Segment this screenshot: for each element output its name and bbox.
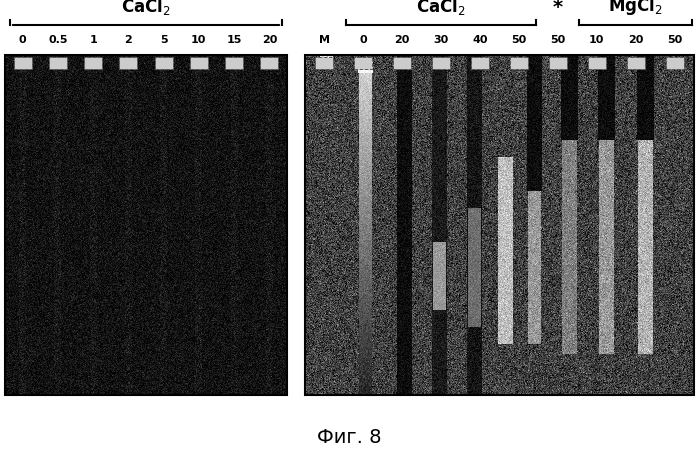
Bar xyxy=(588,57,606,69)
Bar xyxy=(13,57,31,69)
Text: 1: 1 xyxy=(89,35,97,45)
Bar xyxy=(432,57,450,69)
Bar xyxy=(510,57,528,69)
Bar xyxy=(626,57,644,69)
Bar xyxy=(549,57,567,69)
Text: 40: 40 xyxy=(473,35,488,45)
Text: 15: 15 xyxy=(226,35,242,45)
Text: 10: 10 xyxy=(589,35,605,45)
Bar xyxy=(84,57,102,69)
Text: 30: 30 xyxy=(433,35,449,45)
Text: CaCl$_2$: CaCl$_2$ xyxy=(417,0,466,17)
Bar xyxy=(154,57,173,69)
Bar xyxy=(225,57,243,69)
Text: 50: 50 xyxy=(550,35,565,45)
Bar xyxy=(120,57,138,69)
Text: 20: 20 xyxy=(628,35,643,45)
Text: 0.5: 0.5 xyxy=(48,35,68,45)
Text: 20: 20 xyxy=(394,35,410,45)
Text: 20: 20 xyxy=(261,35,277,45)
Bar xyxy=(315,57,333,69)
Bar xyxy=(394,57,411,69)
Bar xyxy=(190,57,208,69)
Text: *: * xyxy=(553,0,563,17)
Text: MgCl$_2$: MgCl$_2$ xyxy=(608,0,663,17)
Bar xyxy=(354,57,373,69)
Text: CaCl$_2$: CaCl$_2$ xyxy=(121,0,171,17)
Text: 0: 0 xyxy=(19,35,27,45)
Bar xyxy=(305,55,694,395)
Bar xyxy=(260,57,278,69)
Text: 50: 50 xyxy=(667,35,682,45)
Text: 50: 50 xyxy=(512,35,526,45)
Text: 5: 5 xyxy=(160,35,168,45)
Text: 2: 2 xyxy=(124,35,132,45)
Bar xyxy=(471,57,489,69)
Text: Фиг. 8: Фиг. 8 xyxy=(317,428,381,447)
Bar xyxy=(5,55,287,395)
Bar xyxy=(665,57,684,69)
Bar xyxy=(49,57,67,69)
Text: M: M xyxy=(319,35,330,45)
Text: 0: 0 xyxy=(359,35,367,45)
Text: 10: 10 xyxy=(192,35,207,45)
